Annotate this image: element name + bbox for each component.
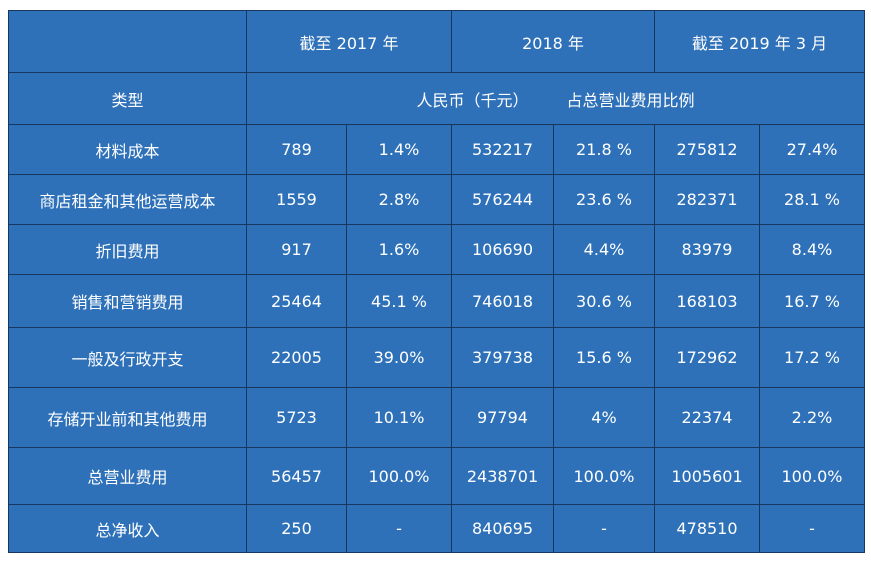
- percent-2019: -: [759, 504, 865, 553]
- row-label: 销售和营销费用: [8, 274, 247, 328]
- percent-2018: 4.4%: [553, 224, 655, 275]
- percent-2017: 1.4%: [346, 124, 452, 175]
- corner-cell: [8, 10, 247, 73]
- value-2017: 1559: [246, 174, 347, 225]
- percent-2019: 2.2%: [759, 387, 865, 448]
- row-label: 商店租金和其他运营成本: [8, 174, 247, 225]
- type-header: 类型: [8, 72, 247, 125]
- percent-2017: -: [346, 504, 452, 553]
- percent-2018: 4%: [553, 387, 655, 448]
- value-2019: 478510: [654, 504, 760, 553]
- value-2019: 168103: [654, 274, 760, 328]
- percent-2017: 100.0%: [346, 447, 452, 505]
- percent-2017: 10.1%: [346, 387, 452, 448]
- value-2018: 97794: [451, 387, 554, 448]
- row-label: 折旧费用: [8, 224, 247, 275]
- unit-header: 人民币（千元） 占总营业费用比例: [246, 72, 865, 125]
- value-2017: 789: [246, 124, 347, 175]
- value-2017: 5723: [246, 387, 347, 448]
- row-label: 总净收入: [8, 504, 247, 553]
- table-row: 商店租金和其他运营成本 1559 2.8% 576244 23.6 % 2823…: [8, 174, 865, 225]
- percent-2018: 30.6 %: [553, 274, 655, 328]
- value-2018: 379738: [451, 327, 554, 388]
- table-row: 存储开业前和其他费用 5723 10.1% 97794 4% 22374 2.2…: [8, 387, 865, 448]
- percent-2018: -: [553, 504, 655, 553]
- value-2019: 282371: [654, 174, 760, 225]
- operating-expense-table: 截至 2017 年 2018 年 截至 2019 年 3 月 类型 人民币（千元…: [8, 10, 865, 553]
- value-2019: 275812: [654, 124, 760, 175]
- row-label: 总营业费用: [8, 447, 247, 505]
- table-row: 折旧费用 917 1.6% 106690 4.4% 83979 8.4%: [8, 224, 865, 275]
- table-row: 销售和营销费用 25464 45.1 % 746018 30.6 % 16810…: [8, 274, 865, 328]
- value-2019: 22374: [654, 387, 760, 448]
- row-label: 一般及行政开支: [8, 327, 247, 388]
- value-2018: 746018: [451, 274, 554, 328]
- value-2018: 2438701: [451, 447, 554, 505]
- value-2018: 840695: [451, 504, 554, 553]
- percent-2018: 23.6 %: [553, 174, 655, 225]
- table-row: 材料成本 789 1.4% 532217 21.8 % 275812 27.4%: [8, 124, 865, 175]
- percent-2018: 15.6 %: [553, 327, 655, 388]
- value-2017: 25464: [246, 274, 347, 328]
- ratio-label: 占总营业费用比例: [566, 90, 695, 110]
- percent-2019: 100.0%: [759, 447, 865, 505]
- table-row-net-income: 总净收入 250 - 840695 - 478510 -: [8, 504, 865, 553]
- table-row-total: 总营业费用 56457 100.0% 2438701 100.0% 100560…: [8, 447, 865, 505]
- header-row-periods: 截至 2017 年 2018 年 截至 2019 年 3 月: [8, 10, 865, 73]
- value-2019: 172962: [654, 327, 760, 388]
- value-2019: 83979: [654, 224, 760, 275]
- value-2017: 56457: [246, 447, 347, 505]
- percent-2017: 2.8%: [346, 174, 452, 225]
- row-label: 存储开业前和其他费用: [8, 387, 247, 448]
- percent-2019: 28.1 %: [759, 174, 865, 225]
- value-2017: 250: [246, 504, 347, 553]
- value-2018: 106690: [451, 224, 554, 275]
- percent-2017: 1.6%: [346, 224, 452, 275]
- percent-2017: 45.1 %: [346, 274, 452, 328]
- value-2017: 917: [246, 224, 347, 275]
- percent-2017: 39.0%: [346, 327, 452, 388]
- percent-2019: 27.4%: [759, 124, 865, 175]
- percent-2019: 8.4%: [759, 224, 865, 275]
- percent-2019: 16.7 %: [759, 274, 865, 328]
- header-row-units: 类型 人民币（千元） 占总营业费用比例: [8, 72, 865, 125]
- percent-2019: 17.2 %: [759, 327, 865, 388]
- period-2018-header: 2018 年: [451, 10, 655, 73]
- value-2017: 22005: [246, 327, 347, 388]
- period-2019-header: 截至 2019 年 3 月: [654, 10, 865, 73]
- value-2019: 1005601: [654, 447, 760, 505]
- row-label: 材料成本: [8, 124, 247, 175]
- percent-2018: 100.0%: [553, 447, 655, 505]
- table-row: 一般及行政开支 22005 39.0% 379738 15.6 % 172962…: [8, 327, 865, 388]
- period-2017-header: 截至 2017 年: [246, 10, 452, 73]
- value-2018: 576244: [451, 174, 554, 225]
- percent-2018: 21.8 %: [553, 124, 655, 175]
- unit-label: 人民币（千元）: [416, 90, 529, 110]
- value-2018: 532217: [451, 124, 554, 175]
